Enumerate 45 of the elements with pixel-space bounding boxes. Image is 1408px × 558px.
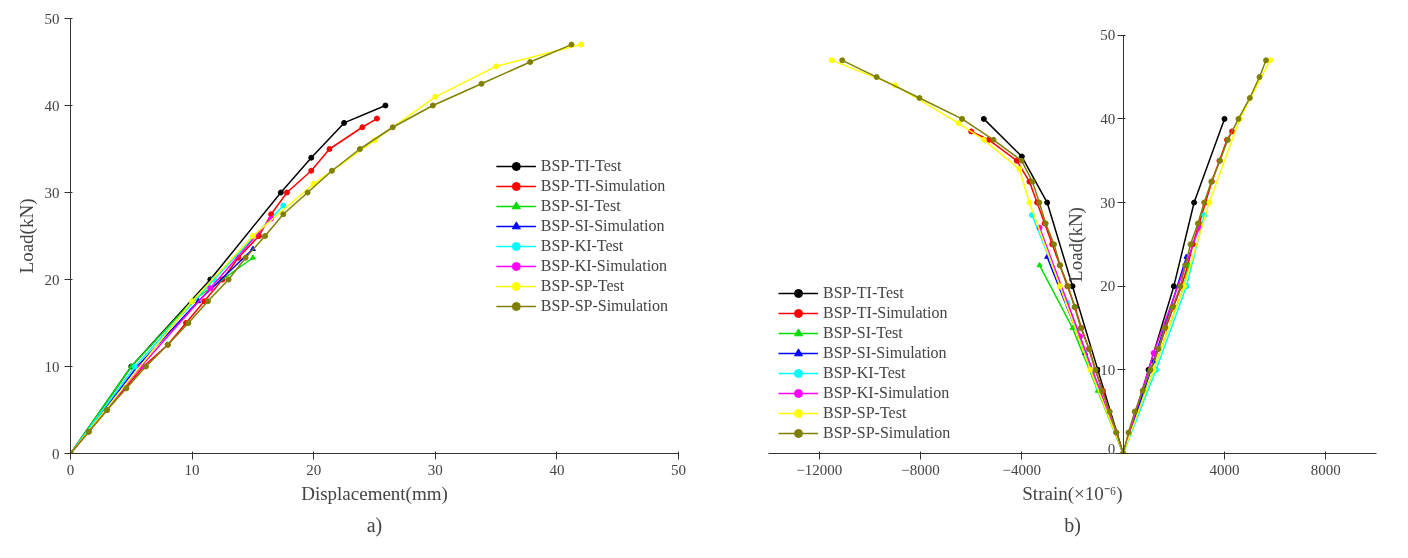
x-axis-title: Displacement(mm) [301,482,448,505]
legend-label: BSP-TI-Test [823,284,904,302]
legend-label: BSP-SI-Test [540,196,621,215]
y-tick-label: 50 [44,10,60,27]
x-tick-label: 10 [184,461,200,478]
y-tick-label: 0 [52,445,60,462]
legend-label: BSP-SP-Simulation [540,296,668,315]
legend-label: BSP-TI-Simulation [540,176,666,195]
legend-label: BSP-KI-Test [823,364,906,382]
legend-label: BSP-SP-Test [823,404,907,422]
y-axis-title: Load(kN) [15,198,38,274]
x-tick-label: 20 [306,461,322,478]
y-tick-label: 20 [44,271,60,288]
y-tick-label: 0 [1107,440,1116,457]
y-tick-label: 30 [44,184,60,201]
y-axis-title: Load(kN) [1064,207,1087,282]
x-tick-label: 50 [671,461,686,478]
y-tick-label: 40 [1100,110,1116,127]
x-tick-label: 0 [66,461,75,478]
y-tick-label: 10 [1100,361,1116,378]
x-tick-label: 40 [549,461,565,478]
x-tick-label: 30 [427,461,443,478]
legend-label: BSP-TI-Simulation [823,304,948,322]
y-tick-label: 10 [44,358,60,375]
legend-label: BSP-SP-Test [540,276,625,295]
legend-label: BSP-SI-Test [823,324,903,342]
x-tick-label: 8000 [1310,461,1341,478]
x-tick-label: −12000 [796,461,843,478]
y-tick-label: 50 [1100,27,1116,44]
legend-label: BSP-TI-Test [540,156,622,175]
legend-label: BSP-KI-Test [540,236,624,255]
legend-label: BSP-SI-Simulation [823,344,947,362]
x-tick-label: −4000 [1002,461,1042,478]
text: a) [366,513,383,537]
text: b) [1064,513,1081,537]
legend-label: BSP-SP-Simulation [823,424,951,442]
y-tick-label: 30 [1100,194,1116,211]
legend-label: BSP-KI-Simulation [540,256,668,275]
legend-label: BSP-KI-Simulation [823,384,950,402]
x-axis-title: Strain(×10⁻⁶) [1022,482,1123,505]
y-tick-label: 40 [44,97,60,114]
x-tick-label: 4000 [1209,461,1240,478]
legend-label: BSP-SI-Simulation [540,216,665,235]
x-tick-label: −8000 [901,461,940,478]
y-tick-label: 20 [1100,278,1116,295]
